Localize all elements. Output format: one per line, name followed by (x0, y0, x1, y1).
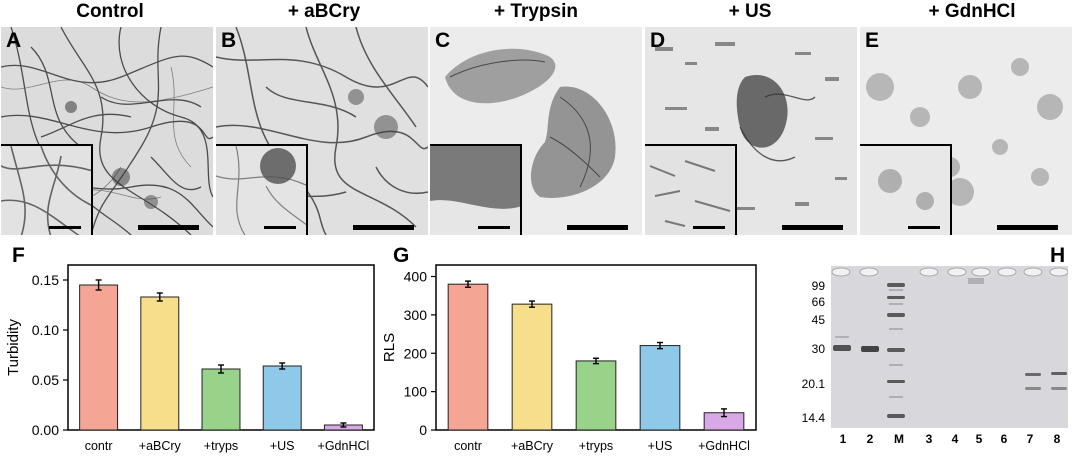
y-tick-label: 400 (404, 269, 428, 285)
inset-b (216, 144, 308, 235)
bar (447, 283, 489, 431)
y-tick-label: 100 (404, 384, 428, 400)
category-label: contr (454, 439, 482, 453)
inset-scale-bar (908, 226, 940, 229)
lane-label: 6 (1000, 432, 1008, 446)
category-label: +GdnHCl (318, 439, 370, 453)
scale-bar (782, 225, 843, 230)
category-label: +aBCry (511, 439, 554, 453)
rls-chart: 0 100 200 300 400 RLS contr +aBCry +tryps +US +Gdn… (380, 248, 780, 456)
inset-e (860, 144, 952, 235)
inset-scale-bar (478, 226, 510, 229)
panel-letter: E (865, 29, 880, 52)
lane-label: 7 (1026, 432, 1034, 446)
micrograph-b: B (216, 27, 428, 235)
inset-image (430, 146, 520, 235)
y-axis-label: Turbidity (5, 319, 22, 376)
lane-label: 2 (866, 432, 874, 446)
turbidity-chart: 0.00 0.05 0.10 0.15 Turbidity contr +aBCry +try… (0, 248, 380, 456)
rls-chart-svg: 0 100 200 300 400 RLS contr +aBCry +tryps +US +Gdn… (381, 264, 757, 453)
y-tick-label: 0.05 (32, 372, 59, 388)
category-label: +tryps (204, 439, 238, 453)
panel-letter: B (221, 29, 237, 52)
lane-label: 8 (1053, 432, 1061, 446)
lane-label: M (894, 432, 904, 446)
panel-letter: C (435, 29, 451, 52)
scale-bar (353, 225, 414, 230)
inset-scale-bar (264, 226, 296, 229)
bar (262, 365, 302, 431)
inset-image (1, 146, 91, 235)
inset-image (860, 146, 950, 235)
inset-image (216, 146, 306, 235)
category-label: +US (270, 439, 295, 453)
sds-page-gel (831, 266, 1068, 428)
bar (201, 368, 241, 431)
mw-marker-label: 30 (811, 342, 825, 356)
micrograph-d: D (645, 27, 857, 235)
panel-title-b: + aBCry (287, 1, 361, 22)
inset-c (430, 144, 522, 235)
gel-image (831, 266, 1068, 428)
micrograph-a: A (1, 27, 213, 235)
category-label: +aBCry (139, 439, 182, 453)
mw-marker-label: 66 (811, 295, 825, 309)
category-label: contr (85, 439, 113, 453)
micrograph-c: C (430, 27, 642, 235)
mw-marker-label: 99 (811, 279, 825, 293)
panel-title-c: + Trypsin (494, 1, 578, 22)
lane-label: 5 (975, 432, 983, 446)
y-tick-label: 0.15 (32, 272, 59, 288)
panel-letter: D (650, 29, 666, 52)
fragmented-fibril-image (645, 27, 857, 235)
inset-scale-bar (49, 226, 81, 229)
y-tick-label: 0.00 (32, 422, 59, 438)
panel-letter: A (6, 29, 22, 52)
amorphous-aggregate-image (860, 27, 1072, 235)
inset-d (645, 144, 737, 235)
panel-title-a: Control (76, 1, 144, 22)
lane-label: 4 (951, 432, 959, 446)
turbidity-chart-svg: 0.00 0.05 0.10 0.15 Turbidity contr +aBCry +try… (5, 264, 375, 453)
scale-bar (997, 225, 1058, 230)
y-tick-label: 200 (404, 345, 428, 361)
bar (511, 303, 553, 431)
panel-title-d: + US (728, 1, 772, 22)
bar (575, 360, 617, 431)
category-label: +tryps (579, 439, 613, 453)
bar (140, 296, 180, 431)
scale-bar (567, 225, 628, 230)
bar (639, 345, 681, 431)
y-tick-label: 300 (404, 307, 428, 323)
mw-marker-label: 45 (811, 313, 825, 327)
mw-marker-label: 20.1 (801, 377, 825, 391)
panel-title-e: + GdnHCl (928, 1, 1016, 22)
panel-letter-g: G (393, 244, 410, 267)
inset-scale-bar (693, 226, 725, 229)
bar (79, 284, 119, 431)
micrograph-e: E (860, 27, 1072, 235)
y-tick-label: 0 (419, 422, 427, 438)
category-label: +GdnHCl (698, 439, 750, 453)
lane-label: 3 (925, 432, 933, 446)
y-tick-label: 0.10 (32, 322, 59, 338)
panel-letter-h: H (1050, 244, 1066, 267)
lane-label: 1 (839, 432, 847, 446)
inset-image (645, 146, 735, 235)
inset-a (1, 144, 93, 235)
category-label: +US (648, 439, 673, 453)
panel-letter-f: F (12, 244, 25, 267)
y-axis-label: RLS (381, 333, 398, 362)
mw-marker-label: 14.4 (801, 411, 825, 425)
scale-bar (138, 225, 199, 230)
